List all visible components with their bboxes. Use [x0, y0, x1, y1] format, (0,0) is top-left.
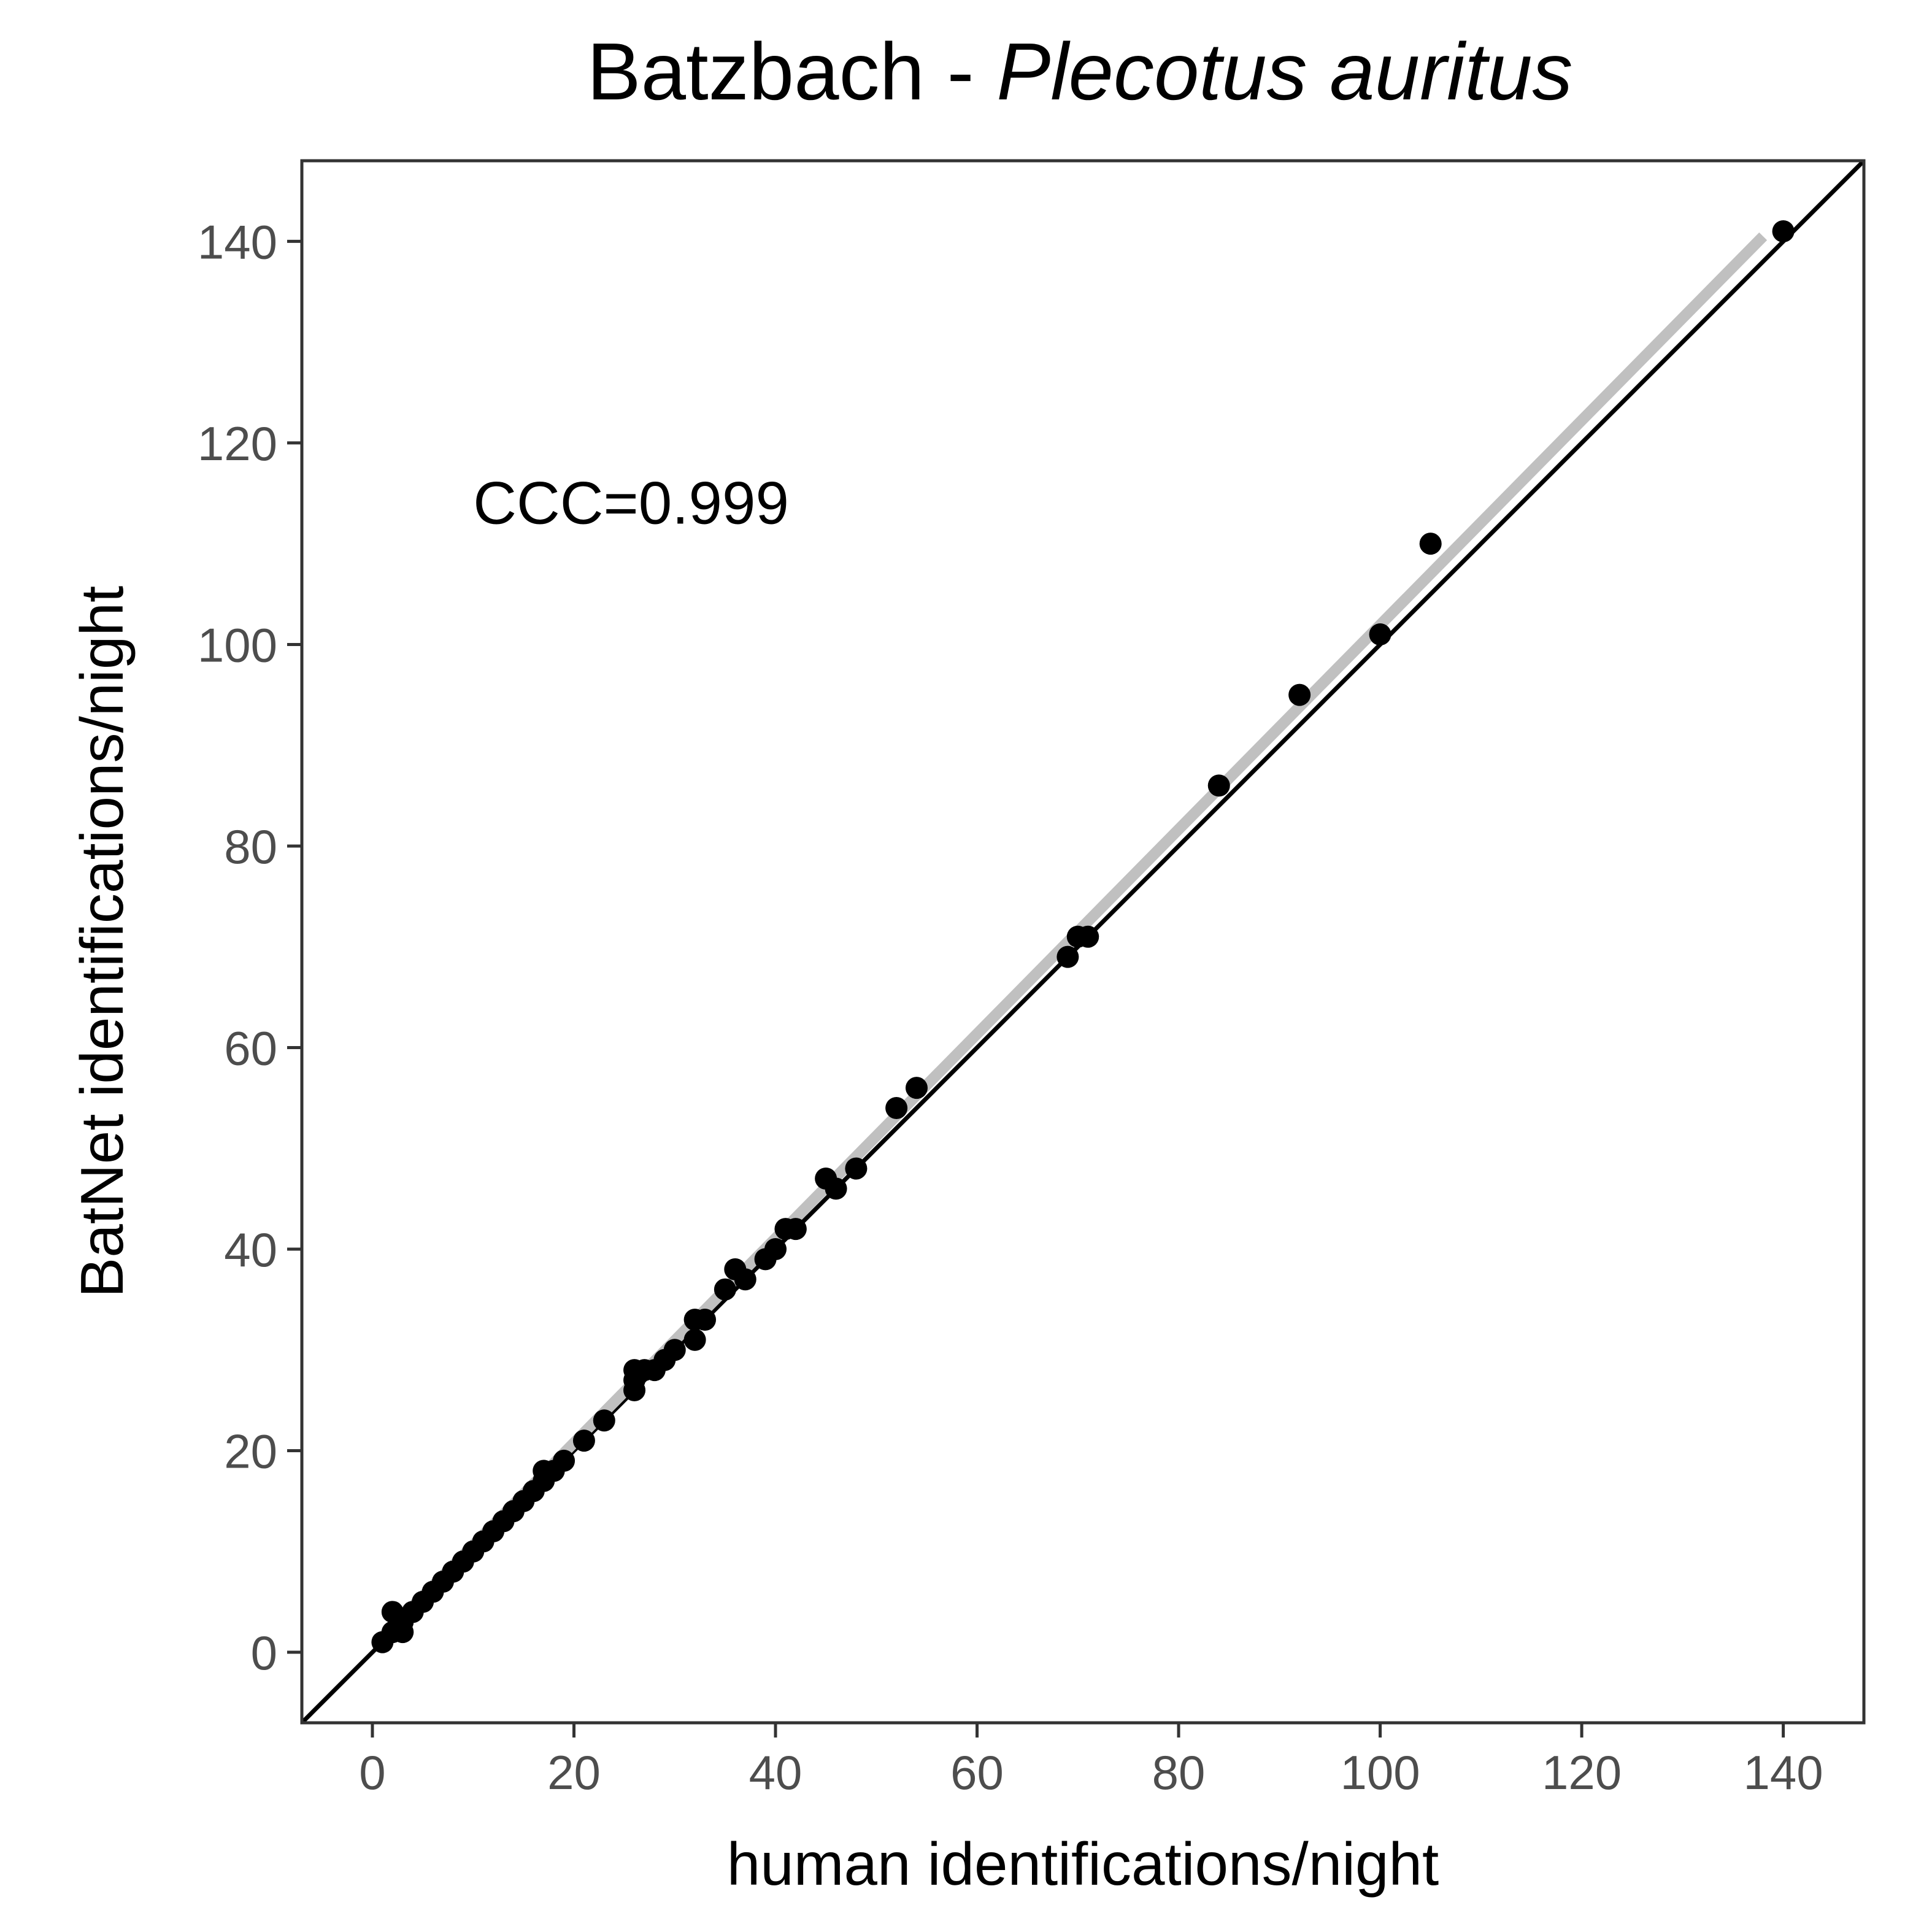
chart-title-species: Plecotus auritus [996, 26, 1572, 117]
data-point-36 [734, 1268, 756, 1291]
chart-title-site: Batzbach - [587, 26, 997, 117]
x-tick-label-1: 20 [547, 1745, 601, 1799]
x-tick-label-5: 100 [1340, 1745, 1420, 1799]
y-tick-label-4: 80 [224, 820, 277, 874]
data-point-50 [1288, 683, 1311, 706]
data-point-40 [784, 1218, 807, 1241]
data-point-30 [663, 1339, 686, 1361]
data-point-22 [572, 1430, 595, 1452]
data-point-38 [764, 1237, 787, 1260]
x-tick-label-0: 0 [359, 1745, 385, 1799]
y-tick-label-0: 0 [251, 1626, 277, 1680]
y-axis: 0 20 40 60 80 100 120 140 [198, 215, 302, 1680]
y-tick-label-1: 20 [224, 1425, 277, 1479]
y-tick-label-3: 60 [224, 1021, 277, 1075]
data-point-21 [553, 1449, 575, 1472]
x-tick-label-7: 140 [1744, 1745, 1823, 1799]
x-tick-label-4: 80 [1152, 1745, 1206, 1799]
plot-layer [302, 161, 1864, 1723]
x-tick-label-6: 120 [1542, 1745, 1622, 1799]
data-point-53 [1772, 220, 1795, 242]
data-point-49 [1207, 774, 1230, 797]
data-point-44 [885, 1097, 908, 1120]
data-point-48 [1077, 925, 1099, 948]
data-point-23 [593, 1409, 615, 1432]
y-axis-title: BatNet identifications/night [68, 586, 136, 1298]
data-point-33 [694, 1308, 717, 1331]
x-axis-title: human identifications/night [727, 1830, 1439, 1898]
x-tick-label-2: 40 [749, 1745, 802, 1799]
data-point-43 [845, 1157, 868, 1180]
y-tick-label-2: 40 [224, 1223, 277, 1277]
y-tick-label-5: 100 [198, 618, 277, 672]
panel-border [300, 159, 1866, 1725]
ccc-annotation: CCC=0.999 [473, 469, 789, 536]
x-tick-label-3: 60 [950, 1745, 1004, 1799]
y-tick-label-7: 140 [198, 215, 277, 269]
data-point-42 [825, 1177, 847, 1200]
data-point-31 [683, 1328, 706, 1351]
data-point-51 [1369, 623, 1391, 646]
data-point-46 [1056, 945, 1079, 968]
data-point-34 [714, 1278, 736, 1301]
chart-title: Batzbach - Plecotus auritus [587, 26, 1573, 117]
x-axis: 0 20 40 60 80 100 120 140 [359, 1723, 1823, 1799]
y-tick-label-6: 120 [198, 417, 277, 471]
data-point-45 [905, 1077, 928, 1099]
data-point-52 [1419, 533, 1442, 555]
